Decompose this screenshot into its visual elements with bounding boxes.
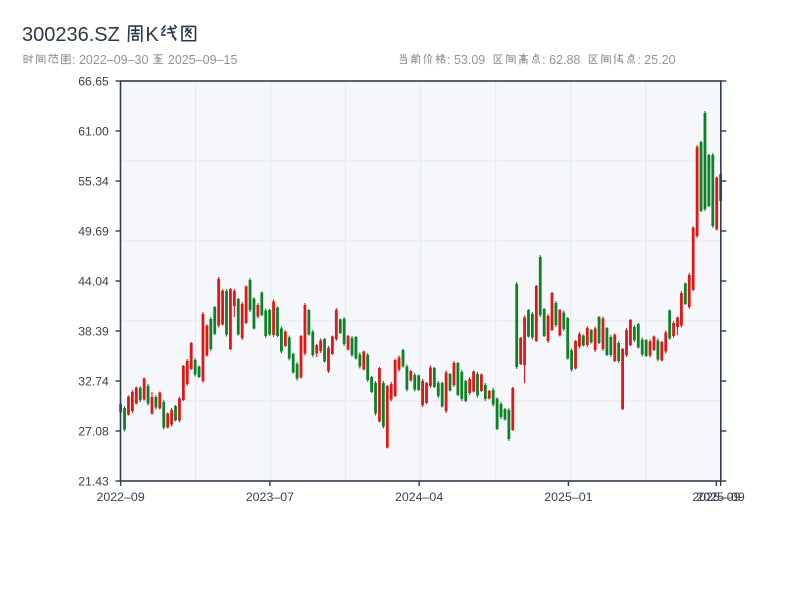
svg-text:66.65: 66.65 [78,74,109,88]
svg-text:44.04: 44.04 [78,274,109,288]
svg-text:27.08: 27.08 [78,424,109,438]
svg-text:49.69: 49.69 [78,224,109,238]
svg-text:32.74: 32.74 [78,374,109,388]
svg-text:: 62.88: : 62.88 [542,53,580,67]
svg-text:300236.SZ: 300236.SZ [22,24,120,46]
svg-text:2023–07: 2023–07 [246,490,294,504]
svg-text:38.39: 38.39 [78,324,109,338]
svg-text:55.34: 55.34 [78,174,109,188]
svg-text:K: K [145,24,159,46]
svg-text:61.00: 61.00 [78,124,109,138]
svg-text:21.43: 21.43 [78,474,109,488]
svg-text:2025–09: 2025–09 [696,490,744,504]
svg-text:: 2022–09–30: : 2022–09–30 [72,53,149,67]
svg-text:: 53.09: : 53.09 [447,53,485,67]
svg-text:2025–09–15: 2025–09–15 [168,53,238,67]
svg-text:2024–04: 2024–04 [395,490,443,504]
svg-text:2022–09: 2022–09 [96,490,144,504]
svg-text:: 25.20: : 25.20 [637,53,675,67]
svg-text:2025–01: 2025–01 [544,490,592,504]
svg-text:2025–09: 2025–09 [692,490,740,504]
